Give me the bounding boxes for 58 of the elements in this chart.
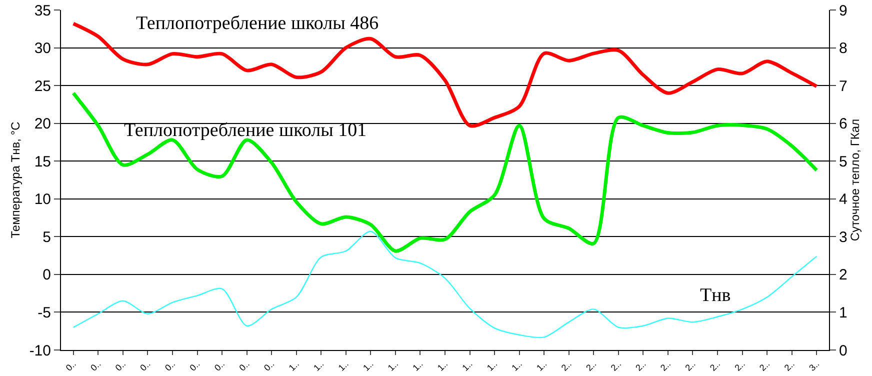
x-tick-label: 1.. bbox=[410, 358, 425, 373]
y-tick-label: -5 bbox=[38, 304, 51, 322]
y-tick-label: 30 bbox=[34, 40, 51, 58]
series-label: Тнв bbox=[700, 285, 731, 306]
y2-tick-label: 3 bbox=[839, 228, 848, 246]
y-tick-label: 10 bbox=[34, 191, 51, 208]
x-tick-label: 2.. bbox=[782, 358, 796, 373]
x-tick-label: 2.. bbox=[559, 358, 574, 373]
x-tick-label: 2.. bbox=[634, 358, 648, 373]
x-tick-label: 0.. bbox=[64, 358, 78, 373]
x-tick-label: 2.. bbox=[608, 358, 624, 373]
x-tick-label: 1.. bbox=[312, 358, 326, 373]
x-tick-label: 1.. bbox=[361, 358, 376, 373]
y-tick-label: 15 bbox=[34, 153, 51, 170]
x-tick-label: 1.. bbox=[435, 358, 450, 373]
x-tick-label: 2.. bbox=[683, 358, 698, 373]
x-tick-label: 1.. bbox=[510, 358, 524, 373]
x-tick-label: 1.. bbox=[484, 358, 500, 373]
x-tick-label: 0.. bbox=[188, 358, 202, 373]
x-tick-label: 2.. bbox=[708, 358, 722, 373]
x-tick-label: 1.. bbox=[534, 358, 549, 373]
y2-tick-label: 4 bbox=[839, 191, 848, 208]
y2-tick-label: 8 bbox=[839, 40, 848, 58]
x-tick-label: 0.. bbox=[262, 358, 276, 373]
x-tick-label: 1.. bbox=[460, 358, 474, 373]
y2-tick-label: 0 bbox=[839, 342, 848, 360]
line-series bbox=[72, 230, 818, 338]
y-tick-label: 25 bbox=[34, 78, 51, 95]
x-tick-label: 0.. bbox=[212, 358, 227, 373]
y2-tick-label: 7 bbox=[839, 78, 848, 95]
y-tick-label: -10 bbox=[29, 342, 51, 360]
y-tick-label: 5 bbox=[42, 228, 51, 246]
y-axis-title: Температура Тнв, °С bbox=[8, 121, 23, 238]
x-tick-label: 1.. bbox=[336, 358, 350, 373]
x-tick-label: 3.. bbox=[807, 358, 822, 373]
x-tick-label: 1.. bbox=[386, 358, 400, 373]
x-tick-label: 2.. bbox=[658, 358, 673, 373]
y-tick-label: 35 bbox=[34, 2, 51, 20]
line-series bbox=[72, 91, 818, 253]
y2-tick-label: 2 bbox=[839, 266, 848, 284]
x-tick-label: 0.. bbox=[162, 358, 178, 373]
y-tick-label: 20 bbox=[34, 116, 51, 133]
y-tick-label: 0 bbox=[42, 266, 51, 284]
x-tick-label: 0.. bbox=[88, 358, 103, 373]
x-tick-label: 1.. bbox=[286, 358, 301, 373]
x-tick-label: 2.. bbox=[758, 358, 772, 373]
y2-tick-label: 1 bbox=[839, 304, 848, 322]
y2-axis-title: Суточное тепло, ГКал bbox=[848, 118, 862, 242]
y2-tick-label: 5 bbox=[839, 153, 848, 170]
x-tick-label: 2.. bbox=[732, 358, 747, 373]
x-tick-label: 0.. bbox=[113, 358, 128, 373]
x-tick-label: 0.. bbox=[237, 358, 252, 373]
y2-tick-label: 6 bbox=[839, 116, 848, 133]
x-tick-label: 0.. bbox=[138, 358, 152, 373]
series-label: Теплопотребление школы 486 bbox=[136, 13, 379, 34]
y2-tick-label: 9 bbox=[839, 2, 848, 20]
series-label: Теплопотребление школы 101 bbox=[124, 120, 367, 141]
x-tick-label: 2.. bbox=[584, 358, 598, 373]
